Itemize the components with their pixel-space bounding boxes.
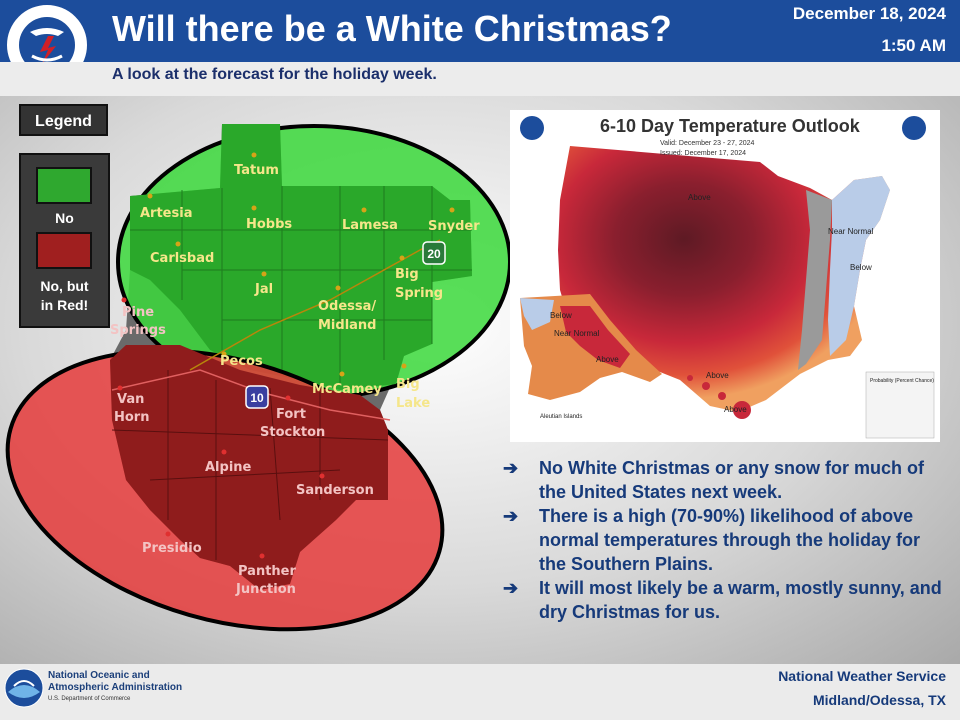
svg-text:10: 10 <box>250 391 264 405</box>
city-fort-stockton-2: Stockton <box>260 425 325 440</box>
key-messages: ➔ No White Christmas or any snow for muc… <box>503 456 943 624</box>
outlook-title: 6-10 Day Temperature Outlook <box>600 116 860 136</box>
noaa-logo <box>4 668 44 708</box>
legend-label-no: No <box>55 210 74 226</box>
header-bar <box>0 0 960 62</box>
city-panther-junction-2: Junction <box>235 582 296 597</box>
city-van-horn-2: Horn <box>114 410 149 425</box>
issue-date: December 18, 2024 <box>792 4 946 23</box>
outlook-issued: Issued: December 17, 2024 <box>660 150 746 157</box>
nws-name: National Weather Service <box>778 668 946 684</box>
label-below: Below <box>850 263 872 272</box>
city-panther-junction-1: Panther <box>238 564 296 579</box>
outlook-map: Above Near Normal Below Below Near Norma… <box>520 116 935 439</box>
legend-label-red-line2: in Red! <box>40 297 89 313</box>
outlook-valid: Valid: December 23 - 27, 2024 <box>660 140 755 147</box>
red-city-labels: Pine Springs Van Horn Fort Stockton Alpi… <box>110 305 374 597</box>
city-carlsbad: Carlsbad <box>150 251 214 266</box>
arrow-icon: ➔ <box>503 506 519 526</box>
city-sanderson: Sanderson <box>296 483 374 498</box>
label-hi-above-2: Above <box>724 405 747 414</box>
city-mccamey: McCamey <box>312 382 382 397</box>
alaska-blue <box>520 298 554 330</box>
green-counties <box>130 124 472 390</box>
legend-swatch-red <box>36 232 92 269</box>
probability-legend <box>865 371 935 439</box>
temperature-outlook-panel: Above Near Normal Below Below Near Norma… <box>510 110 940 442</box>
commerce-seal <box>520 116 544 140</box>
city-snyder: Snyder <box>428 219 480 234</box>
legend-label-red-line1: No, but <box>40 278 89 294</box>
noaa-seal-small <box>902 116 926 140</box>
city-big-lake-2: Lake <box>396 396 430 411</box>
red-county-lines <box>111 370 389 560</box>
green-city-labels: Tatum Artesia Hobbs Lamesa Snyder Carlsb… <box>140 163 480 411</box>
bullet-text: It will most likely be a warm, mostly su… <box>539 578 942 622</box>
red-counties <box>110 345 388 590</box>
city-odessa-2: Midland <box>318 318 377 333</box>
city-presidio: Presidio <box>142 541 202 556</box>
city-pine-springs-1: Pine <box>122 305 154 320</box>
probability-legend-title: Probability (Percent Chance) <box>870 378 934 384</box>
red-city-dots <box>117 297 325 559</box>
interstate-10-shield: 10 <box>245 385 269 409</box>
city-jal: Jal <box>254 282 273 297</box>
city-pine-springs-2: Springs <box>110 323 166 338</box>
city-big-spring-2: Spring <box>395 286 443 301</box>
city-fort-stockton-1: Fort <box>276 407 306 422</box>
city-big-spring-1: Big <box>395 267 419 282</box>
label-ak-below: Below <box>550 311 572 320</box>
bullet-text: There is a high (70-90%) likelihood of a… <box>539 506 921 574</box>
city-lamesa: Lamesa <box>342 218 398 233</box>
label-aleutian: Aleutian Islands <box>540 414 582 420</box>
green-city-dots <box>147 152 455 377</box>
noaa-department: U.S. Department of Commerce <box>48 696 131 702</box>
issue-time: 1:50 AM <box>881 36 946 55</box>
conus-blue-band <box>828 176 890 356</box>
green-county-lines <box>130 186 472 385</box>
city-odessa-1: Odessa/ <box>318 299 376 314</box>
city-tatum: Tatum <box>234 163 279 178</box>
arrow-icon: ➔ <box>503 578 519 598</box>
office-name: Midland/Odessa, TX <box>812 692 946 708</box>
page-title: Will there be a White Christmas? <box>112 8 672 49</box>
label-above: Above <box>688 193 711 202</box>
outlook-labels: Above Near Normal Below Below Near Norma… <box>540 193 934 420</box>
city-hobbs: Hobbs <box>246 217 292 232</box>
bullet-item: ➔ No White Christmas or any snow for muc… <box>503 456 943 504</box>
region-map: 20 10 Tatum Artesia Hobbs Lamesa Snyder … <box>5 124 512 632</box>
label-hi-above-1: Above <box>706 371 729 380</box>
city-alpine: Alpine <box>205 460 252 475</box>
bullet-item: ➔ It will most likely be a warm, mostly … <box>503 576 943 624</box>
svg-text:20: 20 <box>427 247 441 261</box>
hawaii-map <box>687 375 751 419</box>
interstate-20-shield: 20 <box>422 241 446 265</box>
label-near-normal: Near Normal <box>828 227 874 236</box>
legend-swatch-green <box>36 167 92 204</box>
legend-title: Legend <box>19 104 108 136</box>
subtitle-bar <box>0 62 960 96</box>
noaa-name-line1: National Oceanic and <box>48 670 150 681</box>
label-ak-near: Near Normal <box>554 329 600 338</box>
footer-bar <box>0 664 960 720</box>
legend-label-red: No, but in Red! <box>19 277 110 315</box>
bullet-item: ➔ There is a high (70-90%) likelihood of… <box>503 504 943 576</box>
subtitle: A look at the forecast for the holiday w… <box>112 66 437 83</box>
conus-gray-band <box>798 190 832 370</box>
city-big-lake-1: Big <box>396 377 420 392</box>
city-van-horn-1: Van <box>117 392 144 407</box>
bullet-text: No White Christmas or any snow for much … <box>539 458 925 502</box>
arrow-icon: ➔ <box>503 458 519 478</box>
noaa-name: National Oceanic and Atmospheric Adminis… <box>48 670 182 694</box>
city-artesia: Artesia <box>140 206 192 221</box>
noaa-name-line2: Atmospheric Administration <box>48 682 183 693</box>
alaska-inner <box>560 306 630 368</box>
city-pecos: Pecos <box>220 354 263 369</box>
label-ak-above: Above <box>596 355 619 364</box>
